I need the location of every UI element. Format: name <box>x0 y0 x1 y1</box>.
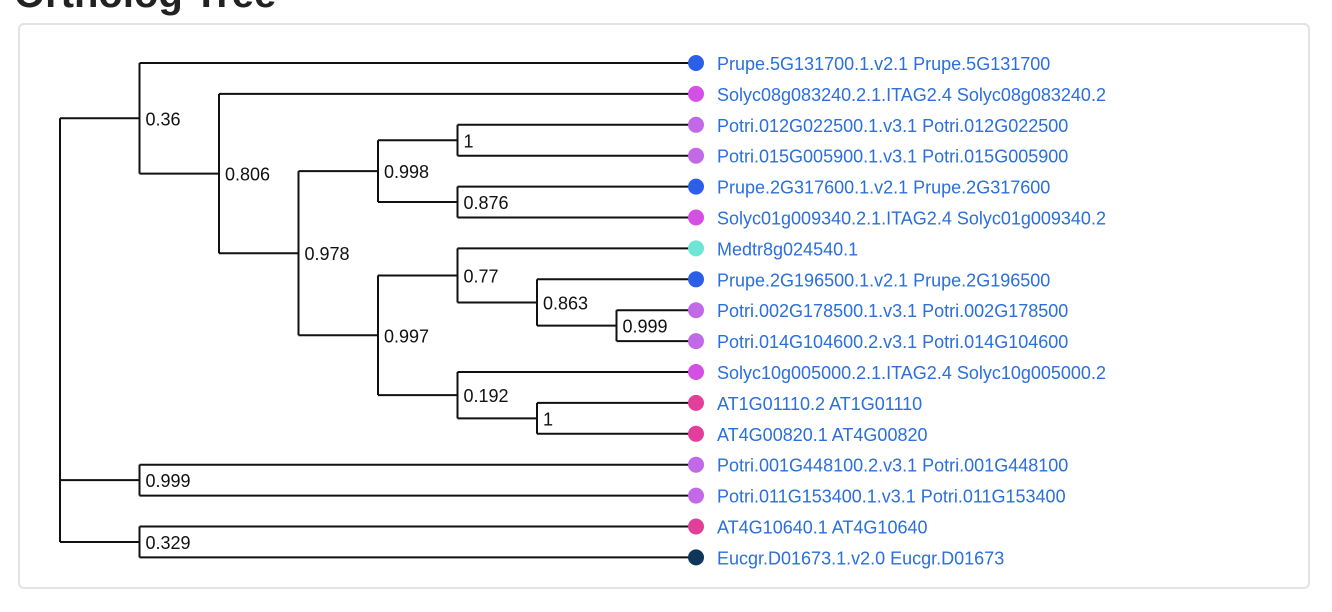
leaf-node-dot[interactable] <box>688 425 704 442</box>
leaf-node-dot[interactable] <box>688 364 704 380</box>
gene-link[interactable]: Eucgr.D01673.1.v2.0 Eucgr.D01673 <box>717 548 1004 568</box>
leaf-node-dot[interactable] <box>688 116 704 133</box>
page-title: Ortholog Tree <box>14 0 276 17</box>
leaf-node-dot[interactable] <box>688 209 704 226</box>
gene-link[interactable]: AT1G01110.2 AT1G01110 <box>717 394 922 414</box>
gene-link[interactable]: Solyc01g009340.2.1.ITAG2.4 Solyc01g00934… <box>717 209 1106 229</box>
gene-link[interactable]: Solyc08g083240.2.1.ITAG2.4 Solyc08g08324… <box>717 85 1106 105</box>
leaf-node-dot[interactable] <box>688 333 704 350</box>
support-value: 0.876 <box>464 193 509 213</box>
support-value: 0.806 <box>225 165 270 185</box>
leaf-node-dot[interactable] <box>688 240 704 257</box>
leaf-node-dot[interactable] <box>688 271 704 288</box>
gene-link[interactable]: Potri.011G153400.1.v3.1 Potri.011G153400 <box>717 487 1066 507</box>
tree-panel: 1 0.876 0.998 0.999 0.863 0.77 1 0.192 0.997 0.97… <box>18 23 1310 589</box>
support-value: 0.863 <box>543 293 588 313</box>
support-value: 0.999 <box>623 317 668 337</box>
leaf-node-dot[interactable] <box>688 549 704 566</box>
gene-link[interactable]: Solyc10g005000.2.1.ITAG2.4 Solyc10g00500… <box>717 363 1106 383</box>
gene-link[interactable]: Prupe.2G317600.1.v2.1 Prupe.2G317600 <box>717 178 1050 198</box>
leaf-node-dot[interactable] <box>688 147 704 164</box>
gene-link[interactable]: Potri.012G022500.1.v3.1 Potri.012G022500 <box>717 116 1068 136</box>
support-value: 1 <box>464 131 474 151</box>
gene-link[interactable]: Prupe.2G196500.1.v2.1 Prupe.2G196500 <box>717 270 1050 290</box>
leaf-node-dot[interactable] <box>688 302 704 319</box>
support-value: 0.978 <box>305 244 350 264</box>
support-value: 1 <box>543 409 553 429</box>
leaf-node-dot[interactable] <box>688 178 704 195</box>
leaf-node-dot[interactable] <box>688 85 704 102</box>
support-value: 0.998 <box>384 162 429 182</box>
leaf-node-dot[interactable] <box>688 55 704 71</box>
support-value: 0.329 <box>146 533 191 553</box>
gene-link[interactable]: AT4G10640.1 AT4G10640 <box>717 518 927 538</box>
leaf-node-dot[interactable] <box>688 394 704 411</box>
gene-link[interactable]: Potri.015G005900.1.v3.1 Potri.015G005900 <box>717 147 1068 167</box>
leaf-node-dot[interactable] <box>688 456 704 473</box>
support-value: 0.77 <box>464 266 499 286</box>
gene-link[interactable]: Prupe.5G131700.1.v2.1 Prupe.5G131700 <box>717 54 1050 74</box>
phylogenetic-tree: 1 0.876 0.998 0.999 0.863 0.77 1 0.192 0.997 0.97… <box>59 54 1106 568</box>
gene-link[interactable]: Medtr8g024540.1 <box>717 239 858 259</box>
gene-link[interactable]: Potri.001G448100.2.v3.1 Potri.001G448100 <box>717 456 1068 476</box>
gene-link[interactable]: AT4G00820.1 AT4G00820 <box>717 425 927 445</box>
leaf-node-dot[interactable] <box>688 487 704 504</box>
support-value: 0.997 <box>384 326 429 346</box>
leaf-node-dot[interactable] <box>688 518 704 535</box>
gene-link[interactable]: Potri.014G104600.2.v3.1 Potri.014G104600 <box>717 332 1068 352</box>
gene-link[interactable]: Potri.002G178500.1.v3.1 Potri.002G178500 <box>717 301 1068 321</box>
support-value: 0.999 <box>146 471 191 491</box>
support-value: 0.192 <box>464 386 509 406</box>
support-value: 0.36 <box>146 109 181 129</box>
